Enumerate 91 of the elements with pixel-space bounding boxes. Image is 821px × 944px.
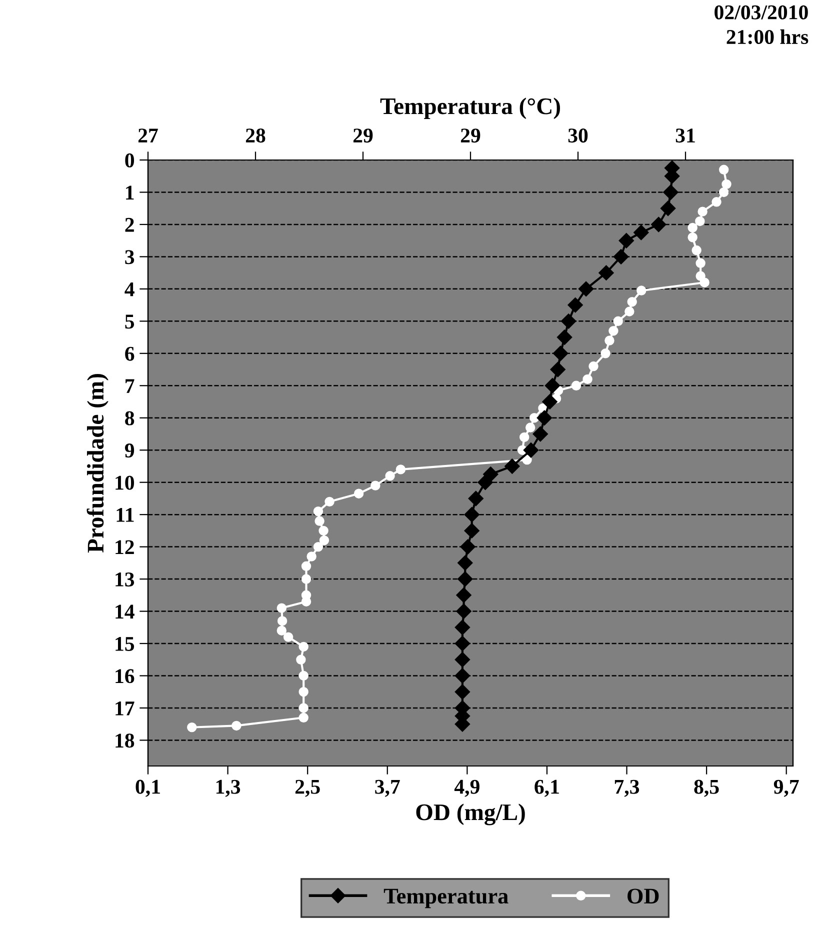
point (520, 432, 530, 442)
point (277, 616, 288, 626)
point (324, 496, 334, 507)
y-tick-label: 0 (125, 153, 134, 168)
point (695, 216, 705, 226)
x-tick-label: 9,7 (774, 780, 799, 797)
point (571, 380, 582, 390)
point (722, 179, 732, 190)
y-tick-label: 8 (125, 411, 134, 426)
point (604, 336, 614, 346)
y-tick-label: 1 (126, 186, 134, 200)
point (525, 422, 536, 432)
point (718, 187, 729, 198)
point (627, 296, 637, 307)
y-tick-label: 6 (125, 346, 134, 361)
point (296, 654, 306, 664)
y-tick-label: 5 (125, 314, 134, 329)
point (700, 278, 710, 288)
x-tick-label: 6,1 (534, 780, 559, 797)
point (600, 348, 610, 358)
point (283, 632, 294, 642)
y-tick-label: 4 (124, 282, 134, 296)
point (306, 552, 316, 562)
y-tick-label: 9 (124, 444, 134, 458)
point (298, 670, 308, 681)
point (624, 306, 634, 316)
x2-tick-label: 30 (568, 128, 588, 143)
x2-tick-label: 29 (460, 128, 480, 143)
x-tick-label: 8,5 (694, 780, 719, 797)
point (696, 258, 706, 268)
x2-tick-label: 27 (138, 128, 158, 142)
point (313, 506, 324, 516)
y-tick-label: 18 (116, 734, 134, 748)
y-tick-label: 16 (116, 669, 134, 684)
y-tick-label: 12 (116, 540, 134, 554)
x2-tick-label: 28 (246, 128, 266, 143)
point (698, 206, 708, 216)
y-tick-label: 10 (116, 476, 134, 490)
point (712, 197, 722, 207)
point (298, 703, 308, 713)
point (588, 361, 598, 372)
x2-tick-label: 31 (676, 128, 695, 143)
y-tick-label: 15 (116, 636, 134, 651)
point (582, 374, 592, 384)
point (718, 164, 729, 175)
point (276, 626, 287, 636)
legend-label: OD (628, 888, 659, 904)
y-axis-title: Profundidade (m) (86, 374, 108, 553)
point (298, 712, 308, 723)
point (385, 471, 395, 481)
point (276, 603, 287, 613)
y-tick-label: 17 (116, 701, 134, 716)
point (232, 720, 242, 731)
point (613, 316, 623, 326)
point (301, 561, 312, 572)
point (522, 454, 532, 465)
point (298, 687, 308, 697)
point (396, 464, 406, 474)
point (688, 222, 698, 233)
x-tick-label: 0,1 (136, 780, 160, 797)
point (187, 722, 197, 732)
point (354, 488, 364, 498)
y-tick-label: 14 (116, 604, 134, 619)
point (692, 245, 702, 256)
point (314, 516, 324, 526)
point (318, 526, 328, 536)
x2-axis-title: Temperatura (°C) (380, 98, 560, 120)
point (636, 286, 646, 296)
x2-tick-label: 29 (353, 128, 373, 143)
y-tick-label: 13 (116, 572, 134, 586)
x-tick-label: 2,5 (295, 780, 320, 797)
y-tick-label: 11 (116, 508, 134, 522)
point (301, 574, 312, 584)
y-tick-label: 7 (126, 379, 134, 393)
x-tick-label: 3,7 (375, 780, 400, 797)
x-tick-label: 4,9 (454, 780, 480, 797)
text: 02/03/2010 21:00 hrs (714, 5, 808, 44)
y-tick-label: 3 (125, 250, 134, 264)
point (608, 326, 618, 336)
x-tick-label: 1,3 (216, 780, 240, 797)
point (313, 542, 324, 552)
point (319, 536, 330, 546)
legend-label: Temperatura (384, 888, 508, 908)
point (529, 413, 540, 423)
y-tick-label: 2 (125, 218, 134, 232)
point (370, 480, 380, 490)
point (688, 232, 698, 242)
x-axis-title: OD (mg/L) (416, 804, 525, 826)
point (301, 596, 312, 606)
x-tick-label: 7,3 (614, 780, 640, 797)
point (298, 642, 308, 652)
